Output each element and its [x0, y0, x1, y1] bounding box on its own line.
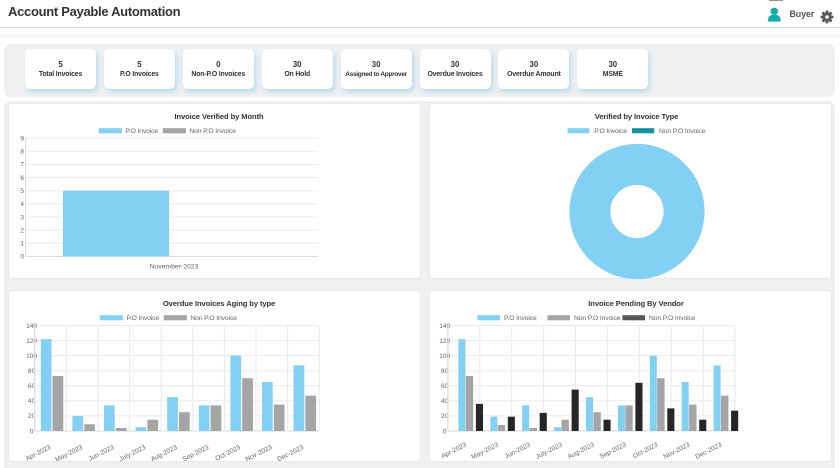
svg-text:Nov-2023: Nov-2023 [245, 444, 274, 462]
svg-text:Aug-2023: Aug-2023 [150, 444, 179, 462]
svg-text:May-2023: May-2023 [470, 441, 500, 461]
svg-text:Oct-2023: Oct-2023 [214, 444, 242, 462]
svg-text:May-2023: May-2023 [54, 444, 84, 462]
svg-text:Invoice Verified by Month: Invoice Verified by Month [174, 112, 264, 121]
svg-text:Invoice Pending By Vendor: Invoice Pending By Vendor [588, 299, 684, 308]
svg-text:Apr-2023: Apr-2023 [440, 441, 468, 460]
svg-text:Dec-2023: Dec-2023 [694, 441, 723, 460]
svg-text:40: 40 [28, 398, 36, 405]
svg-text:Non P.O Invoice: Non P.O Invoice [659, 128, 706, 135]
svg-text:Dec-2023: Dec-2023 [276, 444, 305, 462]
svg-text:140: 140 [26, 323, 37, 330]
svg-text:Sep-2023: Sep-2023 [181, 444, 210, 462]
svg-text:7: 7 [20, 162, 24, 169]
svg-text:Aug-2023: Aug-2023 [567, 441, 596, 460]
svg-text:Nov-2023: Nov-2023 [662, 441, 691, 460]
svg-text:0: 0 [443, 428, 447, 435]
svg-text:120: 120 [439, 338, 450, 345]
svg-text:0: 0 [20, 254, 24, 261]
svg-text:20: 20 [28, 413, 36, 420]
svg-text:3: 3 [20, 214, 24, 221]
svg-text:2: 2 [20, 227, 24, 234]
svg-text:P.O Invoice: P.O Invoice [594, 128, 627, 135]
svg-text:60: 60 [28, 383, 36, 390]
svg-text:60: 60 [441, 383, 449, 390]
svg-text:120: 120 [26, 338, 37, 345]
svg-text:July-2023: July-2023 [535, 441, 564, 460]
svg-text:6: 6 [20, 175, 24, 182]
svg-text:P.O Invoice: P.O Invoice [125, 128, 158, 135]
svg-text:Non P.O Invoice: Non P.O Invoice [649, 315, 696, 322]
svg-text:Non P.O Invoice: Non P.O Invoice [190, 315, 237, 322]
svg-text:Jun-2023: Jun-2023 [504, 441, 532, 460]
svg-text:9: 9 [20, 135, 24, 142]
svg-text:Verified by Invoice Type: Verified by Invoice Type [595, 112, 679, 121]
svg-text:100: 100 [439, 353, 450, 360]
svg-text:80: 80 [441, 368, 449, 375]
svg-text:8: 8 [20, 149, 24, 156]
svg-text:P.O Invoice: P.O Invoice [126, 315, 159, 322]
svg-text:Overdue Invoices Aging by type: Overdue Invoices Aging by type [163, 299, 275, 308]
svg-text:P.O Invoice: P.O Invoice [504, 315, 537, 322]
svg-text:1: 1 [20, 241, 24, 248]
svg-text:4: 4 [20, 201, 24, 208]
svg-text:Sep-2023: Sep-2023 [599, 441, 628, 460]
svg-text:80: 80 [28, 368, 36, 375]
svg-text:Non P.O Invoice: Non P.O Invoice [189, 128, 236, 135]
svg-text:100: 100 [26, 353, 37, 360]
svg-text:November-2023: November-2023 [150, 264, 199, 271]
svg-text:Oct-2023: Oct-2023 [632, 441, 660, 460]
svg-text:0: 0 [30, 428, 34, 435]
svg-text:5: 5 [20, 188, 24, 195]
svg-text:July-2023: July-2023 [118, 444, 147, 462]
svg-text:20: 20 [441, 413, 449, 420]
svg-text:140: 140 [439, 323, 450, 330]
svg-text:40: 40 [441, 398, 449, 405]
svg-text:Non P.O Invoice: Non P.O Invoice [574, 315, 621, 322]
svg-text:Apr-2023: Apr-2023 [25, 444, 53, 462]
svg-text:Jun-2023: Jun-2023 [88, 444, 116, 462]
